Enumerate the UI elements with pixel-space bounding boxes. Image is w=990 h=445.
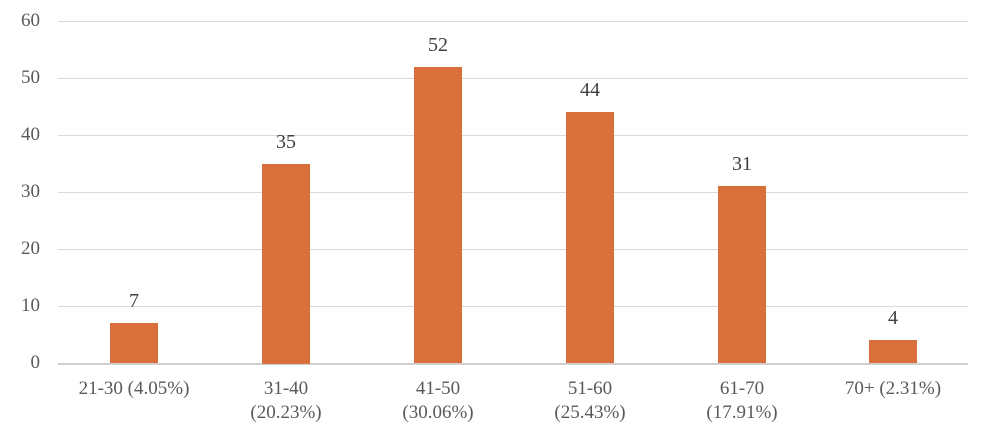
bar <box>414 67 462 363</box>
y-axis-tick-label: 20 <box>21 238 40 259</box>
y-axis-tick-label: 0 <box>30 352 41 373</box>
bar <box>869 340 917 363</box>
x-axis-category-label: 21-30 (4.05%) <box>78 378 190 399</box>
y-axis-tick-label: 60 <box>21 10 40 31</box>
data-label: 31 <box>732 153 752 175</box>
y-axis-tick-label: 40 <box>21 124 40 145</box>
gridline <box>58 192 968 193</box>
bar <box>110 323 158 363</box>
x-axis-category-label: 61-70 (17.91%) <box>706 378 778 423</box>
y-axis-tick-label: 10 <box>21 295 40 316</box>
data-label: 52 <box>428 34 448 56</box>
gridline <box>58 78 968 79</box>
x-axis-category-label: 41-50 (30.06%) <box>402 378 474 423</box>
x-axis-category-label: 70+ (2.31%) <box>844 378 942 399</box>
x-axis-category-label: 51-60 (25.43%) <box>554 378 626 423</box>
gridline <box>58 306 968 307</box>
gridline <box>58 249 968 250</box>
x-axis-category-label: 31-40 (20.23%) <box>250 378 322 423</box>
gridline <box>58 21 968 22</box>
y-axis-tick-label: 50 <box>21 67 40 88</box>
gridline <box>58 135 968 136</box>
data-label: 7 <box>129 290 139 312</box>
bar <box>262 164 310 364</box>
gridline <box>58 363 968 365</box>
bar <box>718 186 766 363</box>
bar <box>566 112 614 363</box>
y-axis-tick-label: 30 <box>21 181 40 202</box>
data-label: 35 <box>276 131 296 153</box>
data-label: 44 <box>580 79 600 101</box>
data-label: 4 <box>888 307 898 329</box>
